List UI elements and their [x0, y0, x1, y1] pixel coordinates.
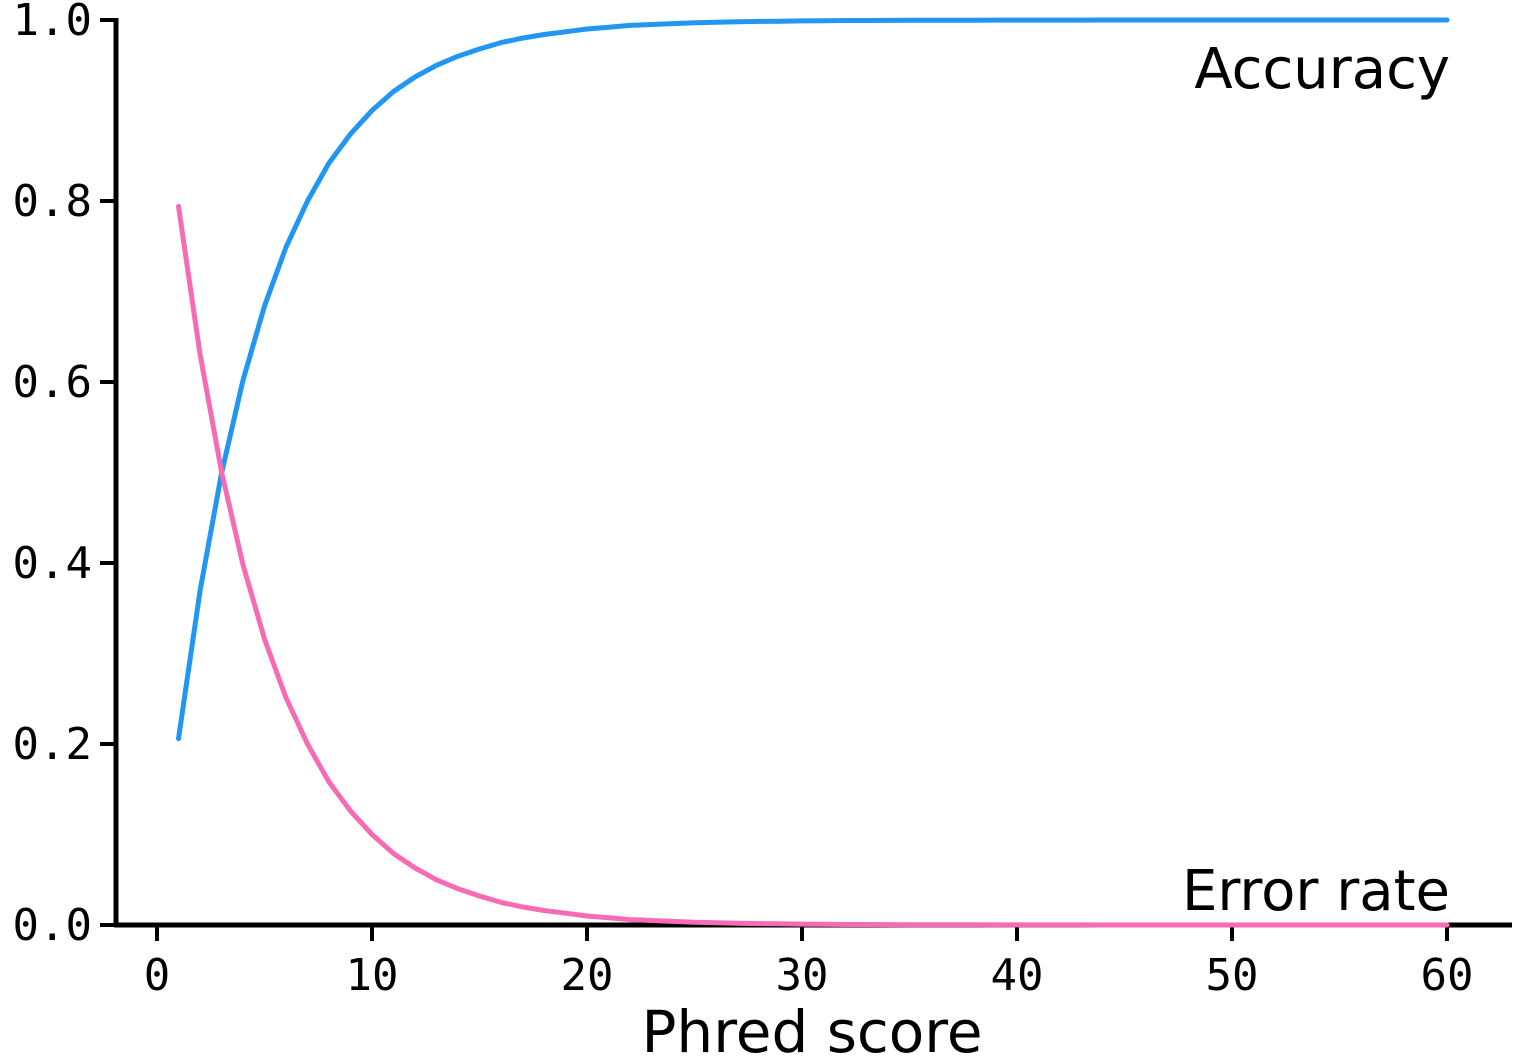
x-tick-label: 50 [1206, 950, 1259, 1001]
x-tick-label: 0 [144, 950, 171, 1001]
series-line-error-rate [176, 203, 1450, 928]
y-tick-label: 0.0 [13, 900, 92, 951]
x-tick-label: 20 [561, 950, 614, 1001]
x-tick-label: 60 [1421, 950, 1474, 1001]
y-tick-label: 1.0 [13, 0, 92, 46]
x-ticks: 0 10 20 30 40 50 60 [144, 925, 1474, 1001]
y-tick-label: 0.4 [13, 538, 92, 589]
series-lines [176, 17, 1450, 928]
x-tick-label: 40 [991, 950, 1044, 1001]
axes [113, 18, 1512, 928]
series-label-accuracy: Accuracy [1194, 37, 1450, 102]
x-tick-label: 30 [776, 950, 829, 1001]
series-labels: Accuracy Error rate [1182, 37, 1450, 924]
y-ticks: 0.0 0.2 0.4 0.6 0.8 1.0 [13, 0, 116, 951]
x-tick-label: 10 [346, 950, 399, 1001]
series-label-error-rate: Error rate [1182, 859, 1450, 924]
y-tick-label: 0.2 [13, 719, 92, 770]
y-tick-label: 0.8 [13, 176, 92, 227]
x-axis-label: Phred score [641, 998, 982, 1058]
series-line-accuracy [176, 17, 1450, 742]
y-tick-label: 0.6 [13, 357, 92, 408]
